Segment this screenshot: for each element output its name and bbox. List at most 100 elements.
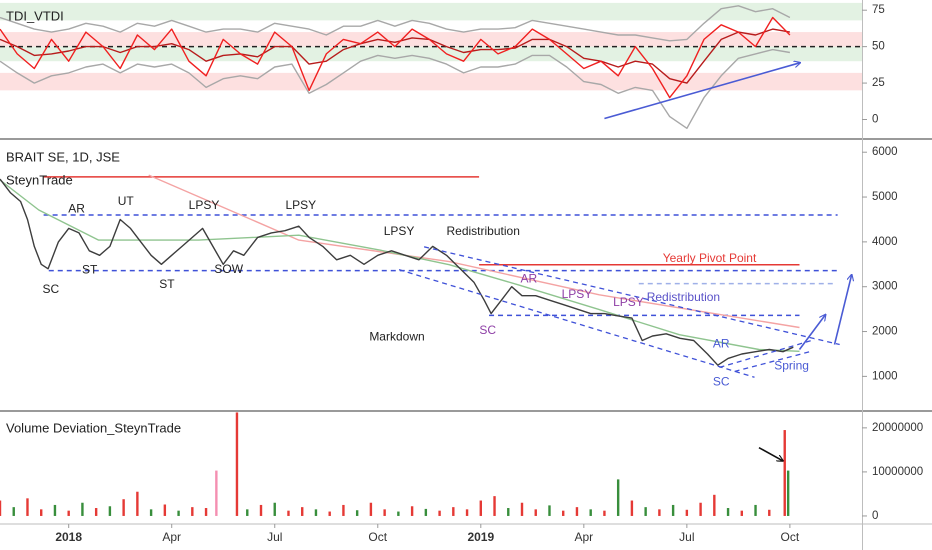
y-tick-label: 1000 (872, 370, 898, 382)
x-tick-label: Oct (781, 530, 800, 544)
pane (0, 412, 790, 516)
series-line (0, 16, 791, 99)
annotation: ST (159, 277, 175, 291)
arrow (798, 315, 825, 350)
trend-line (423, 246, 840, 346)
x-tick-label: Jul (267, 530, 282, 544)
annotation: SC (479, 323, 496, 337)
volume-bar (548, 505, 551, 516)
series-line (0, 48, 791, 129)
volume-bar (685, 509, 689, 516)
x-tick-label: 2019 (467, 530, 494, 544)
series-line (0, 179, 800, 352)
y-tick-label: 0 (872, 114, 878, 126)
volume-bar (754, 504, 757, 516)
volume-bar (12, 507, 15, 516)
trend-line (398, 269, 755, 378)
volume-bar (246, 509, 249, 516)
pane-title: TDI_VTDI (6, 8, 64, 23)
volume-bar (328, 511, 331, 516)
volume-bar (259, 504, 263, 516)
volume-bar (81, 502, 84, 516)
annotation: SC (42, 282, 59, 296)
volume-bar (177, 510, 180, 516)
annotation: Yearly Pivot Point (663, 251, 757, 265)
y-tick-label: 0 (872, 510, 878, 522)
volume-bar (562, 510, 565, 516)
volume-bar (163, 504, 167, 516)
volume-bar (287, 510, 290, 516)
panes: 0 25 50 75 TDI_VTDI 1000 2000 3000 4000 5000 6000 B… (0, 2, 923, 544)
x-tick-label: 2018 (55, 530, 82, 544)
annotation: LPSY (285, 198, 316, 212)
volume-bar (273, 502, 276, 516)
volume-bar (355, 510, 359, 516)
annotation: Redistribution (447, 224, 520, 238)
volume-bar (301, 507, 304, 516)
volume-bar (740, 510, 744, 516)
volume-bar (658, 509, 661, 516)
annotation: ST (82, 263, 98, 277)
annotation: LPSY (189, 198, 220, 212)
y-tick-label: 10000000 (872, 466, 923, 478)
volume-bar (314, 509, 318, 516)
annotation: SC (713, 374, 730, 388)
annotation: Markdown (369, 330, 424, 344)
volume-bar (215, 470, 218, 516)
pane-labels: 1000 2000 3000 4000 5000 6000 BRAIT SE, 1D, JS… (6, 146, 898, 382)
volume-bar (726, 508, 730, 516)
y-tick-label: 3000 (872, 281, 898, 293)
series-line (0, 5, 791, 42)
volume-bar (235, 412, 239, 516)
annotation: AR (713, 337, 730, 351)
volume-bar (191, 507, 194, 516)
y-tick-label: 25 (872, 77, 885, 89)
volume-bar (713, 494, 716, 516)
pane-title: Volume Deviation_SteynTrade (6, 420, 181, 435)
annotation: Spring (774, 359, 809, 373)
volume-bar (424, 508, 428, 516)
y-tick-label: 5000 (872, 191, 898, 203)
x-tick-label: Apr (574, 530, 593, 544)
pane (0, 2, 862, 129)
volume-bar (438, 510, 441, 516)
volume-bar (671, 504, 675, 516)
annotation: LPSY (562, 287, 593, 301)
zone-band (0, 32, 862, 47)
volume-bar (520, 502, 524, 516)
pane (0, 174, 838, 366)
volume-bar (493, 496, 496, 516)
volume-bar (40, 509, 43, 516)
volume-bar (786, 470, 790, 516)
series-line (0, 28, 791, 84)
annotation: Redistribution (647, 290, 720, 304)
volume-bar (342, 504, 345, 516)
volume-bar (383, 509, 386, 516)
arrow (758, 446, 783, 461)
volume-bar (589, 509, 592, 516)
y-tick-label: 75 (872, 4, 885, 16)
pane-title: BRAIT SE, 1D, JSE (6, 149, 120, 164)
volume-bar (53, 504, 57, 516)
trend-line (734, 350, 812, 373)
pane-subtitle: SteynTrade (6, 172, 73, 187)
y-tick-label: 50 (872, 41, 885, 53)
trend-line (719, 338, 815, 369)
annotation: SOW (214, 262, 243, 276)
volume-bar (369, 502, 373, 516)
volume-bar (26, 498, 29, 516)
annotation: AR (68, 201, 85, 215)
x-tick-label: Jul (679, 530, 694, 544)
volume-bar (108, 506, 112, 516)
series-line (0, 178, 794, 366)
pane-labels: 0 10000000 20000000 Volume Deviation_SteynT… (6, 420, 923, 544)
y-tick-label: 6000 (872, 146, 898, 158)
volume-bar (479, 500, 482, 516)
y-tick-label: 2000 (872, 326, 898, 338)
x-tick-label: Apr (162, 530, 181, 544)
volume-bar (768, 509, 771, 516)
volume-bar (644, 507, 647, 516)
annotation: AR (521, 272, 538, 286)
arrow (604, 63, 800, 120)
